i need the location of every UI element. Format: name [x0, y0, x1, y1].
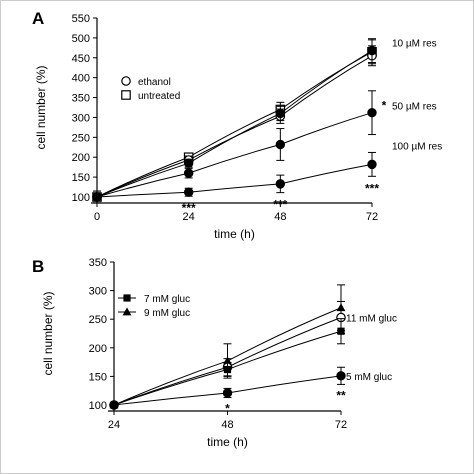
x-tick-label: 0: [94, 211, 100, 223]
data-point: [183, 158, 194, 168]
significance-mark: *: [225, 402, 230, 416]
y-axis-title: cell number (%): [41, 291, 55, 375]
y-tick-label: 150: [72, 172, 90, 184]
series-label: 100 µM res: [392, 141, 442, 152]
significance-mark: ***: [273, 198, 287, 212]
series-line: [96, 112, 373, 198]
y-tick-label: 550: [72, 13, 90, 25]
y-tick-label: 400: [72, 73, 90, 85]
x-tick-label: 24: [183, 211, 195, 223]
legend-marker: [122, 307, 132, 316]
y-tick-label: 250: [72, 132, 90, 144]
significance-mark: **: [336, 388, 346, 402]
panel-label: B: [32, 257, 44, 276]
series-line: [96, 51, 373, 198]
data-point: [109, 400, 119, 410]
data-point: [183, 168, 194, 178]
x-axis-title: time (h): [214, 227, 255, 241]
y-tick-label: 350: [72, 93, 90, 105]
panel-b: B 100 150 200 250 300 350 24 48 72 time (h) cell nu…: [32, 257, 397, 449]
y-tick-label: 100: [89, 400, 107, 412]
data-point: [183, 187, 194, 197]
x-tick-label: 72: [335, 419, 347, 431]
series-label: 5 mM gluc: [346, 372, 392, 383]
legend-label: 9 mM gluc: [144, 308, 190, 319]
data-point: [337, 327, 345, 335]
significance-mark: ***: [182, 201, 196, 215]
significance-mark: *: [382, 99, 387, 113]
y-tick-label: 300: [89, 286, 107, 298]
data-point: [275, 108, 286, 119]
x-tick-label: 72: [366, 211, 378, 223]
data-point: [367, 159, 377, 170]
series-label: 50 µM res: [392, 102, 437, 113]
data-point: [275, 179, 286, 189]
series-line: [96, 50, 373, 198]
y-axis-title: cell number (%): [34, 65, 48, 149]
data-point: [367, 45, 377, 56]
series-label: 10 µM res: [392, 39, 437, 50]
legend-label: 7 mM gluc: [144, 294, 190, 305]
y-tick-label: 200: [72, 152, 90, 164]
legend-marker: [123, 294, 131, 302]
panel-label: A: [32, 9, 44, 28]
y-tick-label: 450: [72, 53, 90, 65]
x-tick-label: 24: [108, 419, 120, 431]
x-axis-title: time (h): [207, 435, 248, 449]
y-tick-label: 200: [89, 343, 107, 355]
legend-label: ethanol: [138, 77, 171, 88]
data-point: [223, 365, 232, 374]
data-point: [222, 388, 233, 398]
panel-a: A 100 150 200 250 300 350 400 450 500 550 0 24 48 72 ti…: [32, 9, 442, 241]
y-tick-label: 100: [72, 192, 90, 204]
data-point: [275, 139, 286, 150]
significance-mark: ***: [365, 181, 379, 195]
data-point: [92, 192, 102, 202]
y-tick-label: 300: [72, 112, 90, 124]
series-line: [96, 163, 373, 198]
legend-marker: [121, 76, 131, 86]
series-label: 11 mM gluc: [346, 313, 397, 324]
legend-marker: [121, 90, 131, 100]
data-point: [336, 371, 346, 381]
y-tick-label: 500: [72, 33, 90, 45]
legend-label: untreated: [138, 91, 180, 102]
y-tick-label: 350: [89, 257, 107, 269]
x-tick-label: 48: [274, 211, 286, 223]
x-tick-label: 48: [221, 419, 233, 431]
y-tick-label: 150: [89, 371, 107, 383]
y-tick-label: 250: [89, 314, 107, 326]
data-point: [367, 107, 377, 118]
